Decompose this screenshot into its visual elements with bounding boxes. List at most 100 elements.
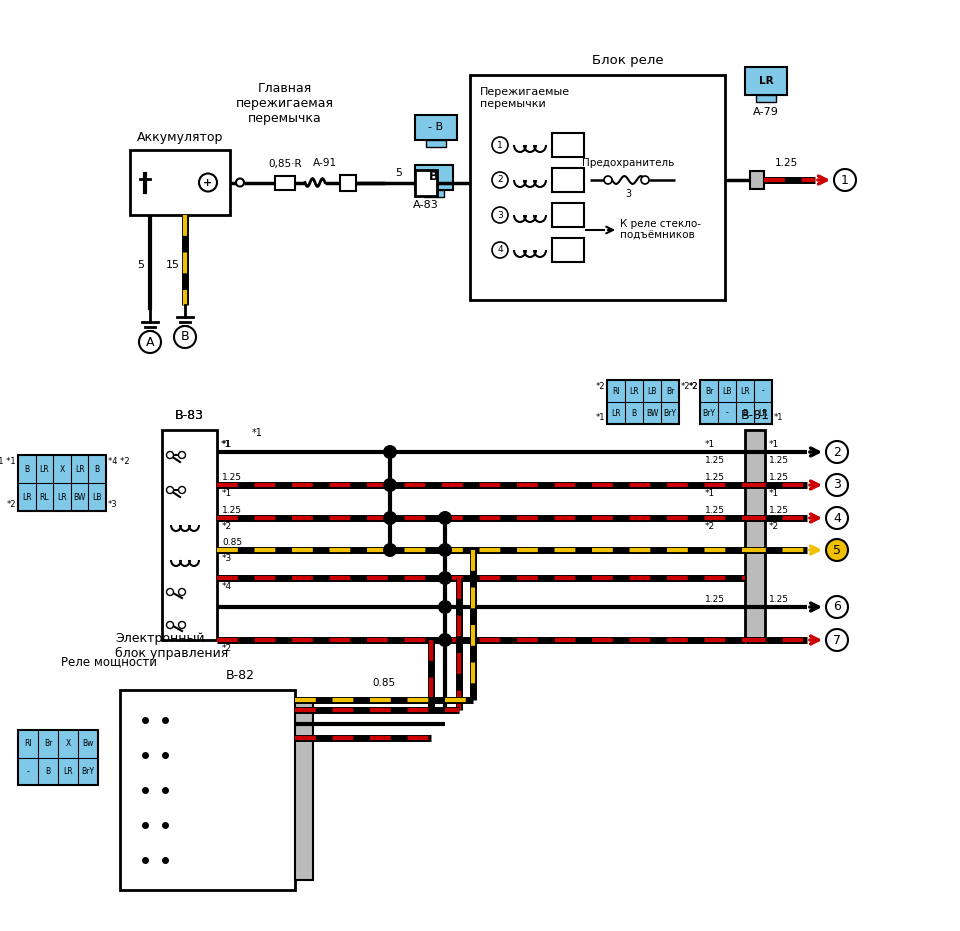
Bar <box>745 67 787 95</box>
Bar <box>756 95 776 102</box>
Text: Br: Br <box>705 386 713 396</box>
Text: 3: 3 <box>625 189 631 199</box>
Text: *2: *2 <box>595 382 605 391</box>
Bar <box>745 430 765 640</box>
Circle shape <box>166 452 174 458</box>
Text: 1.25: 1.25 <box>705 595 725 604</box>
Text: *3: *3 <box>222 554 232 563</box>
Text: BrY: BrY <box>663 409 677 417</box>
Circle shape <box>383 511 397 525</box>
Text: *1: *1 <box>774 413 783 422</box>
Circle shape <box>179 452 185 458</box>
Text: LB: LB <box>92 492 102 502</box>
Bar <box>552 133 584 157</box>
Circle shape <box>492 172 508 188</box>
Text: *1: *1 <box>705 440 715 449</box>
Text: -: - <box>761 386 764 396</box>
Circle shape <box>826 629 848 651</box>
Text: 1: 1 <box>497 141 503 150</box>
Text: B: B <box>24 465 30 474</box>
Circle shape <box>492 242 508 258</box>
Text: - B: - B <box>428 122 444 132</box>
Text: 4: 4 <box>497 246 503 254</box>
Text: LR: LR <box>75 465 84 474</box>
Circle shape <box>383 445 397 459</box>
Text: -: - <box>27 767 30 776</box>
Bar <box>415 169 437 196</box>
Circle shape <box>641 176 649 184</box>
Text: *2: *2 <box>222 644 232 653</box>
Text: *1 *1: *1 *1 <box>0 457 16 466</box>
Circle shape <box>438 571 452 585</box>
Text: *2: *2 <box>705 522 715 531</box>
Text: *1: *1 <box>222 440 232 449</box>
Text: 1.25: 1.25 <box>705 506 725 515</box>
Text: А-79: А-79 <box>753 107 779 117</box>
Circle shape <box>236 179 244 186</box>
Text: 5: 5 <box>395 169 402 179</box>
Text: *1: *1 <box>769 440 780 449</box>
Text: 5: 5 <box>137 260 144 270</box>
Bar <box>18 730 98 785</box>
Circle shape <box>166 487 174 493</box>
Circle shape <box>438 543 452 557</box>
Bar <box>750 171 764 189</box>
Text: 6: 6 <box>833 600 841 614</box>
Text: LR: LR <box>758 76 774 86</box>
Text: Rl: Rl <box>24 739 32 749</box>
Text: LR: LR <box>758 409 768 417</box>
Bar <box>426 140 446 147</box>
Bar <box>340 174 356 191</box>
Text: К реле стекло-
подъёмников: К реле стекло- подъёмников <box>620 219 701 241</box>
Text: 15: 15 <box>166 260 180 270</box>
Text: В-82: В-82 <box>226 669 254 682</box>
Text: 1.25: 1.25 <box>705 456 725 465</box>
Circle shape <box>438 600 452 614</box>
Text: 0,85·R: 0,85·R <box>268 158 301 169</box>
Text: BW: BW <box>73 492 85 502</box>
Bar <box>607 380 679 424</box>
Text: Bw: Bw <box>83 739 94 749</box>
Bar <box>120 690 295 890</box>
Text: 1.25: 1.25 <box>769 473 789 482</box>
Text: 4: 4 <box>833 511 841 524</box>
Text: +: + <box>204 178 212 187</box>
Circle shape <box>179 622 185 628</box>
Bar <box>162 430 217 640</box>
Text: Rl: Rl <box>612 386 620 396</box>
Bar <box>415 165 453 190</box>
Bar <box>130 150 230 215</box>
Text: Главная
пережигаемая
перемычка: Главная пережигаемая перемычка <box>236 82 334 125</box>
Text: *1: *1 <box>769 489 780 498</box>
Text: LR: LR <box>629 386 638 396</box>
Circle shape <box>604 176 612 184</box>
Circle shape <box>438 511 452 525</box>
Text: *4: *4 <box>222 582 232 591</box>
Text: B: B <box>95 465 100 474</box>
Text: 7: 7 <box>833 633 841 646</box>
Text: LR: LR <box>740 386 750 396</box>
Text: 3: 3 <box>497 210 503 220</box>
Text: *3: *3 <box>108 500 118 509</box>
Text: X: X <box>65 739 71 749</box>
Text: В-83: В-83 <box>175 409 204 422</box>
Text: Электронный
блок управления: Электронный блок управления <box>115 632 228 660</box>
Text: *1: *1 <box>252 428 262 438</box>
Circle shape <box>383 543 397 557</box>
Text: LB: LB <box>722 386 732 396</box>
Circle shape <box>826 474 848 496</box>
Text: 1.25: 1.25 <box>705 473 725 482</box>
Text: В-83: В-83 <box>175 409 204 422</box>
Circle shape <box>166 588 174 596</box>
Text: Предохранитель: Предохранитель <box>582 158 674 168</box>
Bar <box>700 380 772 424</box>
Text: В-81: В-81 <box>740 409 770 422</box>
Text: 3: 3 <box>833 479 841 492</box>
Text: *2: *2 <box>7 500 16 509</box>
Circle shape <box>492 137 508 153</box>
Bar <box>552 203 584 227</box>
Bar <box>295 700 313 880</box>
Circle shape <box>834 169 856 191</box>
Text: -: - <box>726 409 729 417</box>
Text: А-83: А-83 <box>413 199 439 209</box>
